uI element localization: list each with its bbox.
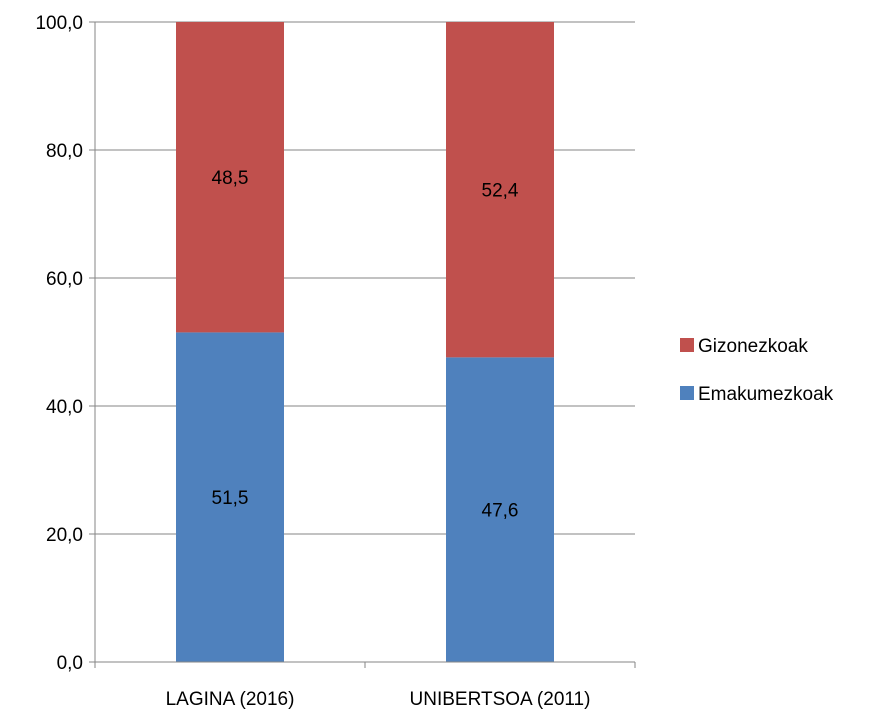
y-tick-label: 60,0 <box>46 269 83 290</box>
y-tick-label: 100,0 <box>35 13 83 34</box>
bar-gizonezkoak-1 <box>446 22 554 358</box>
legend-swatch-emakumezkoak <box>680 386 694 400</box>
y-tick-label: 20,0 <box>46 525 83 546</box>
legend-label-emakumezkoak: Emakumezkoak <box>698 384 834 405</box>
data-label: 52,4 <box>482 181 519 202</box>
legend-swatch-gizonezkoak <box>680 338 694 352</box>
bar-gizonezkoak-0 <box>176 22 284 333</box>
data-label: 51,5 <box>212 488 249 509</box>
y-tick-label: 40,0 <box>46 397 83 418</box>
bar-emakumezkoak-0 <box>176 332 284 662</box>
y-tick-label: 80,0 <box>46 141 83 162</box>
data-label: 48,5 <box>212 168 249 189</box>
x-category-label: UNIBERTSOA (2011) <box>410 689 591 710</box>
x-category-label: LAGINA (2016) <box>166 689 295 710</box>
data-label: 47,6 <box>482 501 519 522</box>
legend: Gizonezkoak Emakumezkoak <box>680 336 834 405</box>
data-labels: 51,5 48,5 47,6 52,4 <box>212 168 519 521</box>
axes: 0,0 20,0 40,0 60,0 80,0 100,0 LAGINA (2016) UNI… <box>35 13 636 710</box>
bars <box>176 22 554 662</box>
legend-label-gizonezkoak: Gizonezkoak <box>698 336 808 357</box>
y-tick-label: 0,0 <box>57 653 83 674</box>
bar-emakumezkoak-1 <box>446 357 554 662</box>
